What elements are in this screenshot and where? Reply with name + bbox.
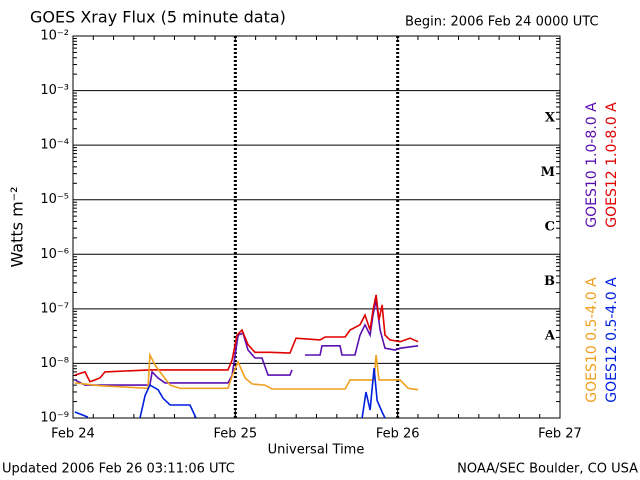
x-tick-label: Feb 26 [376,427,420,442]
y-tick-label: 10⁻⁸ [40,356,69,371]
source: NOAA/SEC Boulder, CO USA [457,462,638,477]
y-tick-label: 10⁻⁹ [40,411,69,426]
flare-class: A [544,329,556,344]
y-tick-label: 10⁻⁷ [40,301,69,316]
flare-class: X [545,110,556,125]
flux-line [74,294,419,383]
x-tick-label: Feb 25 [213,427,257,442]
flux-line [74,352,419,391]
flare-class: M [541,165,555,180]
flare-class: C [545,220,555,235]
plot-lines [74,294,419,418]
y-tick-label: 10⁻⁴ [40,138,69,153]
x-tick-label: Feb 24 [51,427,95,442]
chart-title: GOES Xray Flux (5 minute data) [30,8,286,27]
y-axis-label: Watts m⁻² [8,186,27,267]
flux-line [74,299,419,386]
flux-line [74,368,386,418]
x-tick-label: Feb 27 [538,427,582,442]
legend-entry: GOES12 0.5-4.0 A [604,277,620,403]
begin-time: Begin: 2006 Feb 24 0000 UTC [405,15,599,30]
updated-time: Updated 2006 Feb 26 03:11:06 UTC [2,462,235,477]
y-tick-label: 10⁻⁵ [40,192,69,207]
flare-class: B [544,274,555,289]
y-tick-label: 10⁻³ [40,83,69,98]
legend-entry: GOES10 1.0-8.0 A [584,102,600,228]
legend-entry: GOES10 0.5-4.0 A [584,277,600,403]
x-axis-label: Universal Time [268,443,365,458]
y-tick-label: 10⁻² [40,29,69,44]
plot-frame [72,35,561,419]
legend-entry: GOES12 1.0-8.0 A [604,102,620,228]
y-tick-label: 10⁻⁶ [40,247,69,262]
